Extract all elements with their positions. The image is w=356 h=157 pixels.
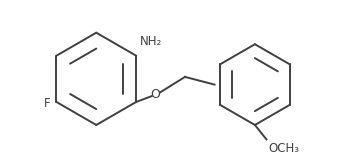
- Text: O: O: [151, 88, 161, 101]
- Text: OCH₃: OCH₃: [268, 142, 299, 155]
- Text: NH₂: NH₂: [140, 35, 162, 48]
- Text: F: F: [44, 97, 51, 110]
